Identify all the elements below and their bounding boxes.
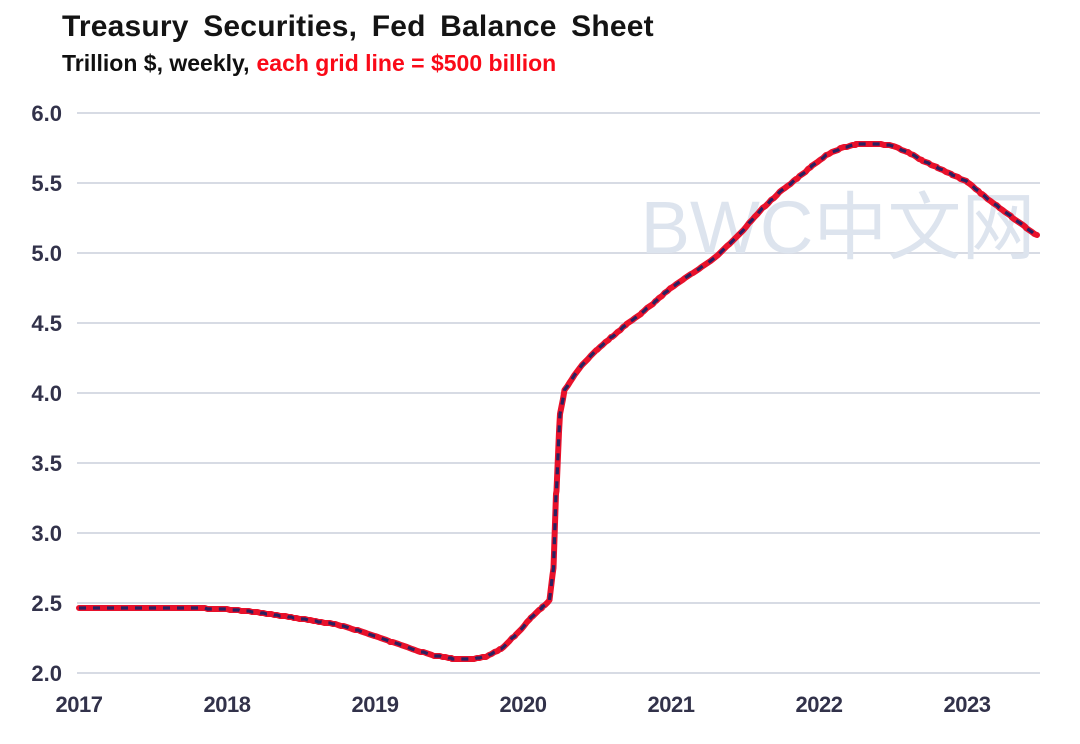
x-tick-label: 2018 [204, 692, 251, 717]
x-tick-label: 2020 [500, 692, 547, 717]
y-tick-label: 3.5 [31, 451, 62, 476]
y-tick-label: 2.5 [31, 591, 62, 616]
y-tick-label: 5.0 [31, 241, 62, 266]
chart-subtitle-gridnote: each grid line = $500 billion [256, 50, 557, 76]
chart-subtitle: Trillion $, weekly, each grid line = $500… [62, 50, 654, 76]
chart-title: Treasury Securities, Fed Balance Sheet [62, 10, 654, 43]
y-tick-label: 2.0 [31, 661, 62, 686]
y-tick-label: 4.5 [31, 311, 62, 336]
x-tick-label: 2021 [648, 692, 695, 717]
watermark: BWC中文网 [641, 186, 1036, 269]
x-tick-label: 2022 [796, 692, 843, 717]
x-tick-label: 2023 [944, 692, 991, 717]
y-tick-label: 4.0 [31, 381, 62, 406]
chart-subtitle-units: Trillion $, weekly, [62, 50, 250, 76]
x-tick-label: 2019 [352, 692, 399, 717]
x-tick-label: 2017 [56, 692, 103, 717]
y-tick-label: 3.0 [31, 521, 62, 546]
data-line-dash-overlay [79, 142, 1038, 661]
chart-header: Treasury Securities, Fed Balance Sheet T… [62, 10, 654, 76]
y-tick-label: 6.0 [31, 101, 62, 126]
y-tick-label: 5.5 [31, 171, 62, 196]
